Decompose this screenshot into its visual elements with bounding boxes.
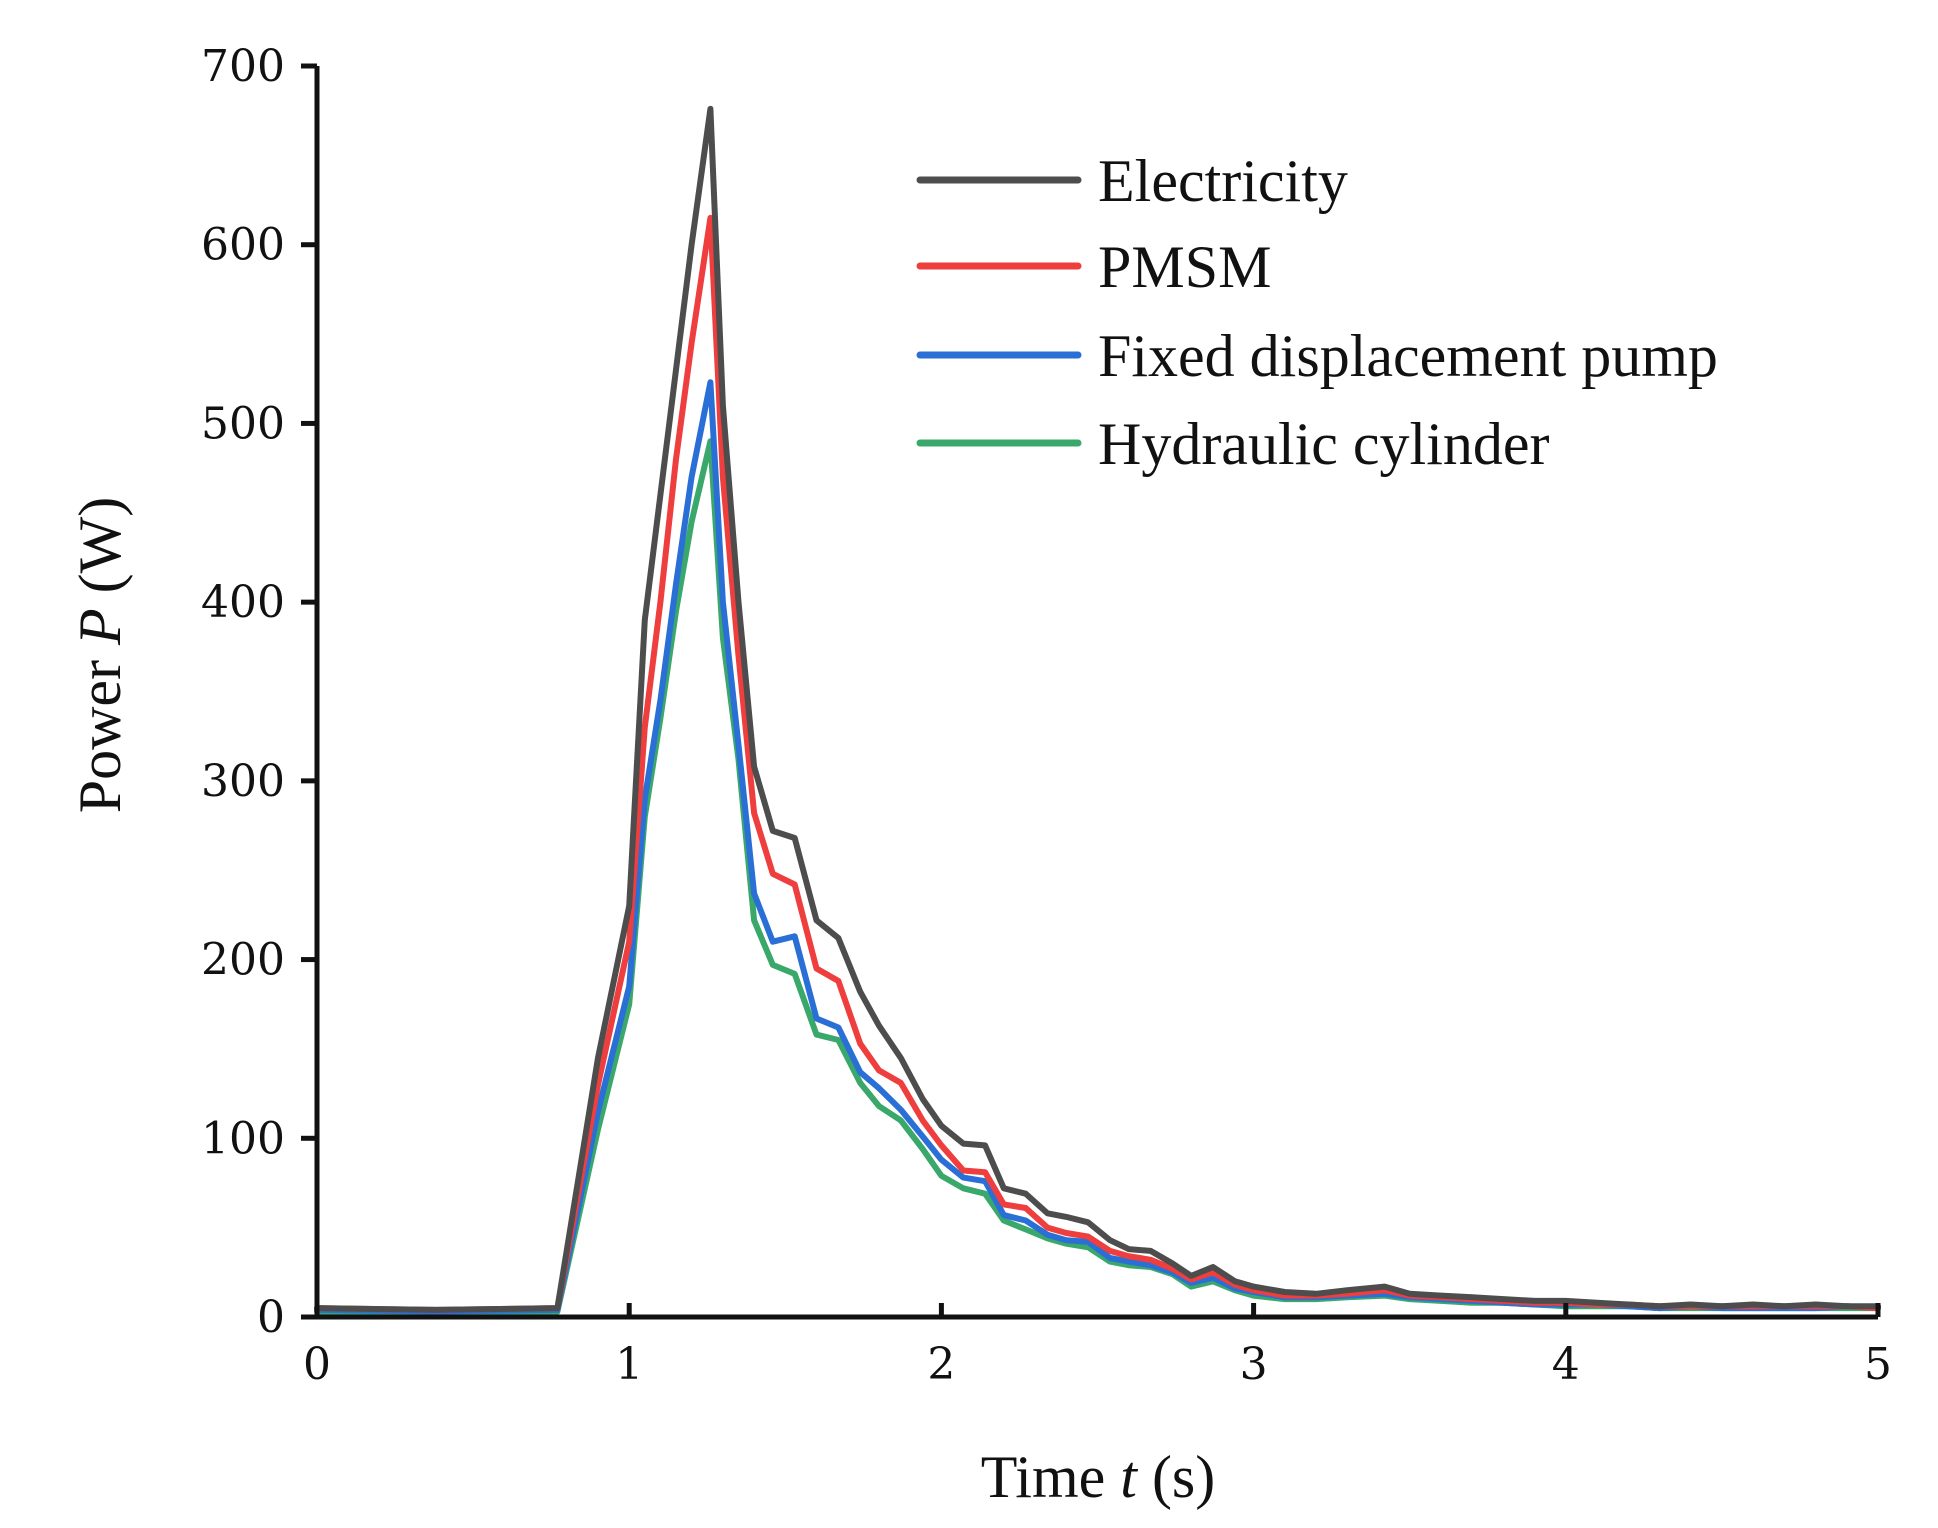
y-axis-title-suffix: (W): [67, 497, 133, 609]
y-tick-label-400: 400: [201, 577, 285, 628]
x-axis-title-symbol: t: [1120, 1444, 1138, 1510]
x-axis-title-prefix: Time: [981, 1444, 1121, 1510]
y-axis-title-prefix: Power: [67, 645, 133, 813]
y-ticks-group: 0 100 200 300 400 500 600 700: [201, 41, 317, 1343]
y-tick-label-0: 0: [257, 1292, 285, 1343]
x-ticks-group: 0 1 2 3 4 5: [303, 1303, 1892, 1390]
y-axis-title-symbol: P: [67, 608, 133, 646]
series-line-electricity: [314, 105, 1881, 1313]
legend-label-hydraulic-cylinder: Hydraulic cylinder: [1098, 411, 1550, 477]
y-tick-label-600: 600: [201, 220, 285, 271]
x-axis-title-suffix: (s): [1137, 1444, 1215, 1510]
y-axis-title: Power P (W): [67, 497, 133, 814]
legend-label-electricity: Electricity: [1098, 148, 1348, 214]
y-tick-label-300: 300: [201, 756, 285, 807]
x-tick-label-4: 4: [1552, 1339, 1580, 1390]
x-tick-label-3: 3: [1240, 1339, 1268, 1390]
y-tick-label-700: 700: [201, 41, 285, 92]
x-tick-label-2: 2: [927, 1339, 955, 1390]
y-tick-label-200: 200: [201, 935, 285, 986]
y-tick-label-500: 500: [201, 398, 285, 449]
legend: Electricity PMSM Fixed displacement pump…: [916, 148, 1718, 477]
legend-label-fixed-displacement-pump: Fixed displacement pump: [1098, 323, 1718, 389]
x-tick-label-5: 5: [1864, 1339, 1892, 1390]
series-line-fixed-displacement-pump: [314, 379, 1881, 1315]
x-tick-label-0: 0: [303, 1339, 331, 1390]
plot-lines-group: [314, 105, 1881, 1315]
series-line-hydraulic-cylinder: [314, 438, 1881, 1315]
y-tick-label-100: 100: [201, 1113, 285, 1164]
x-axis-title: Time t (s): [981, 1444, 1216, 1510]
x-tick-label-1: 1: [615, 1339, 643, 1390]
legend-label-pmsm: PMSM: [1098, 234, 1271, 300]
